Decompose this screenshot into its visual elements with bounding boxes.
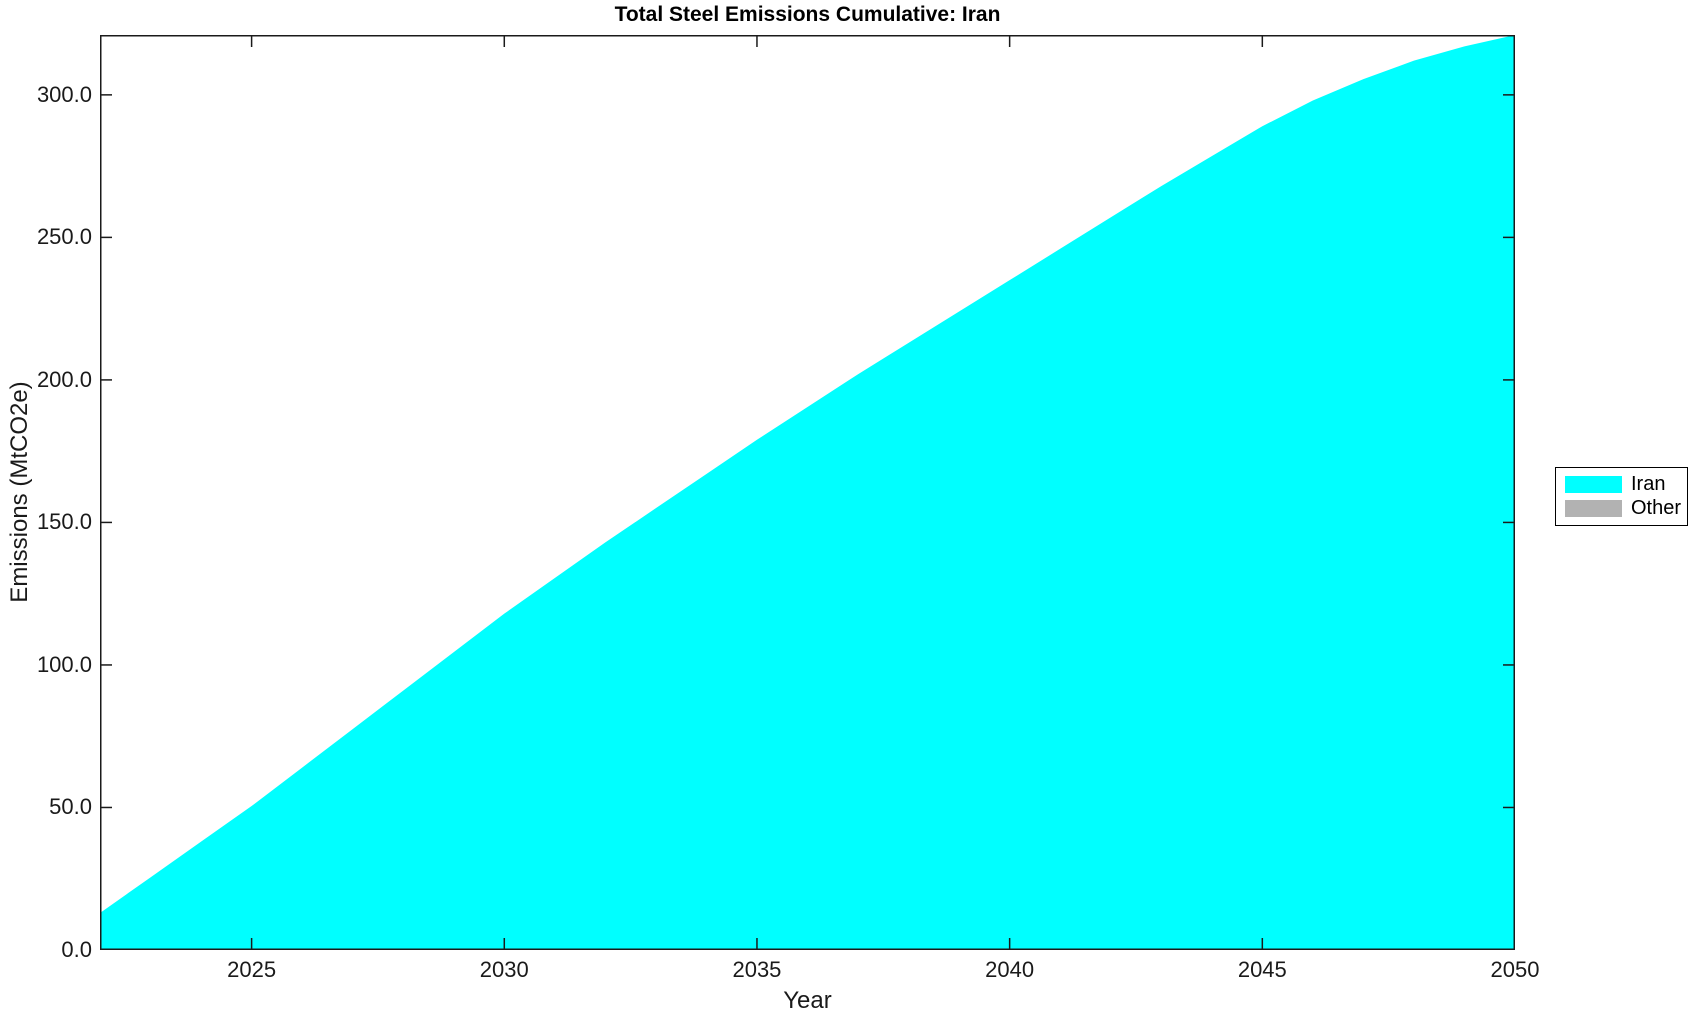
y-tick-label: 150.0 [36, 509, 92, 535]
y-tick-label: 200.0 [36, 366, 92, 392]
x-tick-label: 2025 [227, 957, 277, 982]
x-tick-label: 2050 [1490, 957, 1540, 982]
x-tick-label: 2035 [732, 957, 782, 982]
legend: Iran Other [1555, 467, 1688, 526]
area-series-iran [100, 35, 1515, 950]
y-tick-label: 100.0 [36, 651, 92, 677]
y-tick-label: 0.0 [61, 937, 92, 962]
y-tick-label: 300.0 [36, 81, 92, 107]
chart-title: Total Steel Emissions Cumulative: Iran [614, 3, 1001, 26]
legend-item-other: Other [1565, 496, 1682, 520]
y-tick-label: 250.0 [36, 224, 92, 250]
plot-border [100, 35, 1515, 950]
x-tick-label: 2040 [985, 957, 1035, 982]
plot-area [100, 35, 1515, 950]
legend-label-iran: Iran [1631, 472, 1666, 495]
area-chart [100, 35, 1515, 950]
legend-swatch-other [1565, 499, 1622, 517]
legend-item-iran: Iran [1565, 472, 1679, 496]
x-tick-label: 2030 [479, 957, 529, 982]
legend-label-other: Other [1631, 496, 1682, 519]
x-axis-label: Year [783, 987, 832, 1014]
x-tick-label: 2045 [1237, 957, 1287, 982]
y-axis-label: Emissions (MtCO2e) [6, 381, 33, 603]
legend-swatch-iran [1565, 475, 1622, 493]
y-tick-label: 50.0 [49, 794, 92, 820]
